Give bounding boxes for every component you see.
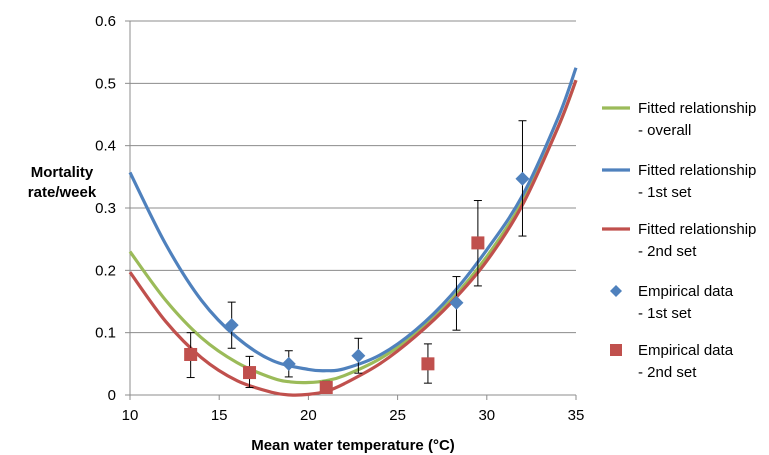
y-tick-label: 0.6 (95, 13, 116, 30)
x-tick-label: 20 (300, 407, 317, 424)
legend-label-line: Fitted relationship (638, 221, 756, 238)
x-tick-label: 25 (389, 407, 406, 424)
empirical-point-1st-set (449, 295, 464, 310)
legend-label-line: Fitted relationship (638, 162, 756, 179)
empirical-point-1st-set (515, 171, 530, 186)
y-axis-title-line-1: Mortality (31, 164, 94, 181)
empirical-point-2nd-set (421, 357, 435, 371)
legend-label-line: - 1st set (638, 305, 692, 322)
y-tick-labels: 0 0.1 0.2 0.3 0.4 0.5 0.6 (95, 13, 116, 404)
legend-entry: Fitted relationship - overall (602, 100, 756, 139)
axes (125, 20, 577, 400)
empirical-point-1st-set (281, 356, 296, 371)
legend-entry: Empirical data - 2nd set (610, 342, 734, 381)
legend-label-line: - 2nd set (638, 364, 697, 381)
legend-label-line: - 2nd set (638, 243, 697, 260)
empirical-point-2nd-set (243, 366, 257, 380)
legend-swatch-square (610, 344, 622, 356)
y-tick-label: 0.4 (95, 138, 116, 155)
x-tick-label: 10 (122, 407, 139, 424)
legend-label-line: Empirical data (638, 283, 734, 300)
empirical-point-2nd-set (471, 236, 485, 250)
x-tick-label: 15 (211, 407, 228, 424)
legend-entry: Empirical data - 1st set (610, 283, 734, 322)
y-tick-label: 0.2 (95, 262, 116, 279)
x-tick-label: 35 (568, 407, 585, 424)
x-tick-labels: 10 15 20 25 30 35 (122, 407, 585, 424)
curve-fitted-overall (128, 79, 578, 385)
legend-label-line: - 1st set (638, 184, 692, 201)
gridlines (130, 20, 576, 334)
legend-label-line: Fitted relationship (638, 100, 756, 117)
legend-label-line: - overall (638, 122, 691, 139)
y-axis-title-line-2: rate/week (28, 184, 97, 201)
curve-fitted-1st-set (128, 67, 578, 373)
legend-entry: Fitted relationship - 2nd set (602, 221, 756, 260)
empirical-points (184, 120, 530, 395)
y-tick-label: 0.3 (95, 200, 116, 217)
empirical-point-2nd-set (184, 347, 198, 361)
legend-entry: Fitted relationship - 1st set (602, 162, 756, 201)
fitted-curves (128, 67, 578, 397)
x-axis-title: Mean water temperature (°C) (251, 437, 455, 454)
empirical-point-1st-set (224, 318, 239, 333)
empirical-point-2nd-set (319, 381, 333, 395)
y-tick-label: 0.5 (95, 75, 116, 92)
x-tick-label: 30 (478, 407, 495, 424)
legend-label-line: Empirical data (638, 342, 734, 359)
y-tick-label: 0.1 (95, 325, 116, 342)
y-tick-label: 0 (108, 387, 116, 404)
legend-swatch-diamond (610, 285, 622, 297)
empirical-point-1st-set (351, 348, 366, 363)
curve-fitted-2nd-set (128, 79, 578, 397)
